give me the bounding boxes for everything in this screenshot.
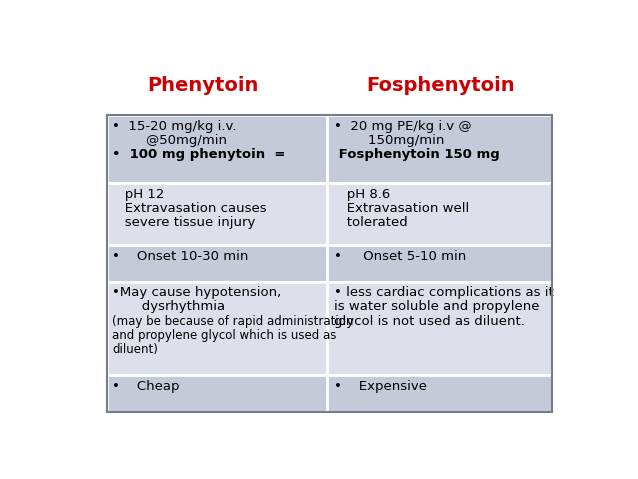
Text: Phenytoin: Phenytoin	[147, 76, 259, 95]
Text: 150mg/min: 150mg/min	[334, 134, 445, 147]
Text: •     Onset 5-10 min: • Onset 5-10 min	[334, 250, 466, 262]
Text: Fosphenytoin: Fosphenytoin	[366, 76, 515, 95]
Bar	[107, 245, 327, 282]
Text: •    Onset 10-30 min: • Onset 10-30 min	[112, 250, 248, 262]
Text: •  100 mg phenytoin  =: • 100 mg phenytoin =	[112, 148, 285, 160]
Text: diluent): diluent)	[112, 342, 158, 355]
Text: • less cardiac complications as it: • less cardiac complications as it	[334, 286, 554, 299]
Bar	[107, 375, 327, 411]
Text: tolerated: tolerated	[334, 216, 408, 229]
Text: •    Expensive: • Expensive	[334, 379, 427, 393]
Text: (may be because of rapid administration: (may be because of rapid administration	[112, 315, 353, 328]
Text: Fosphenytoin 150 mg: Fosphenytoin 150 mg	[334, 148, 500, 160]
Bar	[107, 183, 327, 245]
Text: is water soluble and propylene: is water soluble and propylene	[334, 300, 540, 313]
Text: pH 8.6: pH 8.6	[334, 188, 390, 201]
Text: pH 12: pH 12	[112, 188, 164, 201]
Text: •  15-20 mg/kg i.v.: • 15-20 mg/kg i.v.	[112, 120, 237, 133]
Bar	[327, 245, 552, 282]
Text: severe tissue injury: severe tissue injury	[112, 216, 255, 229]
Bar	[107, 114, 327, 183]
Text: Extravasation causes: Extravasation causes	[112, 202, 267, 215]
Text: and propylene glycol which is used as: and propylene glycol which is used as	[112, 329, 336, 342]
Bar	[327, 183, 552, 245]
Bar	[107, 282, 327, 375]
Text: Extravasation well: Extravasation well	[334, 202, 470, 215]
Text: •  20 mg PE/kg i.v @: • 20 mg PE/kg i.v @	[334, 120, 472, 133]
Text: glycol is not used as diluent.: glycol is not used as diluent.	[334, 315, 525, 328]
Text: dysrhythmia: dysrhythmia	[112, 300, 225, 313]
Bar	[327, 282, 552, 375]
Text: •May cause hypotension,: •May cause hypotension,	[112, 286, 281, 299]
Bar	[327, 114, 552, 183]
Bar	[327, 375, 552, 411]
Bar	[107, 114, 552, 411]
Text: •    Cheap: • Cheap	[112, 379, 179, 393]
Text: @50mg/min: @50mg/min	[112, 134, 227, 147]
